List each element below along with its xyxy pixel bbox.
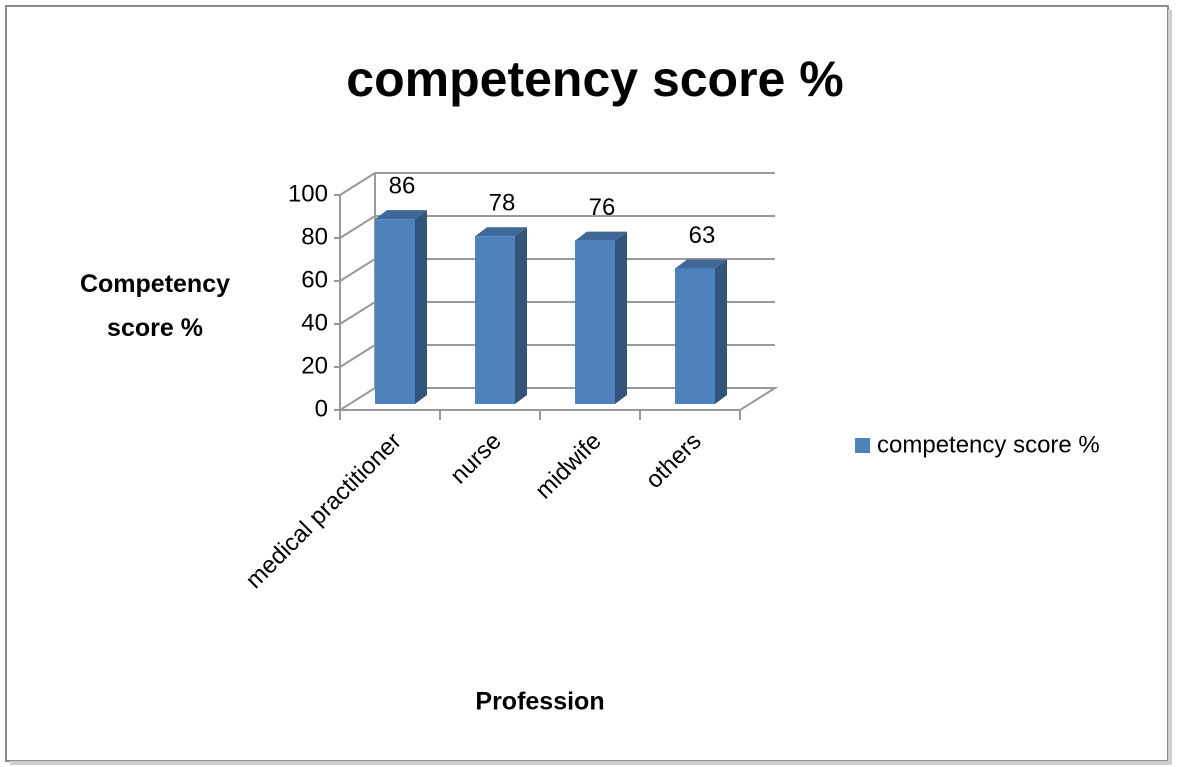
grid-line [339, 344, 376, 368]
y-axis-title: Competency score % [79, 270, 231, 342]
y-tick-label: 20 [301, 352, 328, 379]
bar-side [415, 210, 427, 404]
y-tick-label: 40 [301, 309, 328, 336]
bar-side [515, 227, 527, 404]
y-tick-label: 100 [288, 180, 328, 207]
data-label: 78 [489, 190, 516, 217]
bar-top [475, 227, 527, 237]
grid-line [339, 301, 376, 325]
bar-top [375, 210, 427, 220]
bar [475, 236, 515, 404]
grid-line [339, 172, 376, 196]
bar [375, 219, 415, 404]
frame-shadow [1168, 10, 1172, 763]
y-tick-label: 60 [301, 266, 328, 293]
bar-top [675, 259, 727, 269]
bar-side [715, 259, 727, 404]
y-tick-label: 0 [315, 395, 328, 422]
data-label: 63 [689, 222, 716, 249]
legend-swatch [855, 438, 870, 453]
bar [675, 268, 715, 404]
grid-line [339, 215, 376, 239]
grid-line [339, 258, 376, 282]
x-axis-title: Profession [475, 688, 604, 716]
bar [575, 240, 615, 404]
data-label: 86 [389, 172, 416, 199]
frame-shadow [10, 761, 1172, 765]
legend-label: competency score % [877, 431, 1100, 458]
chart-title: competency score % [346, 51, 843, 107]
bar-top [575, 231, 627, 241]
data-label: 76 [589, 194, 616, 221]
y-tick-label: 80 [301, 223, 328, 250]
bar-side [615, 231, 627, 404]
